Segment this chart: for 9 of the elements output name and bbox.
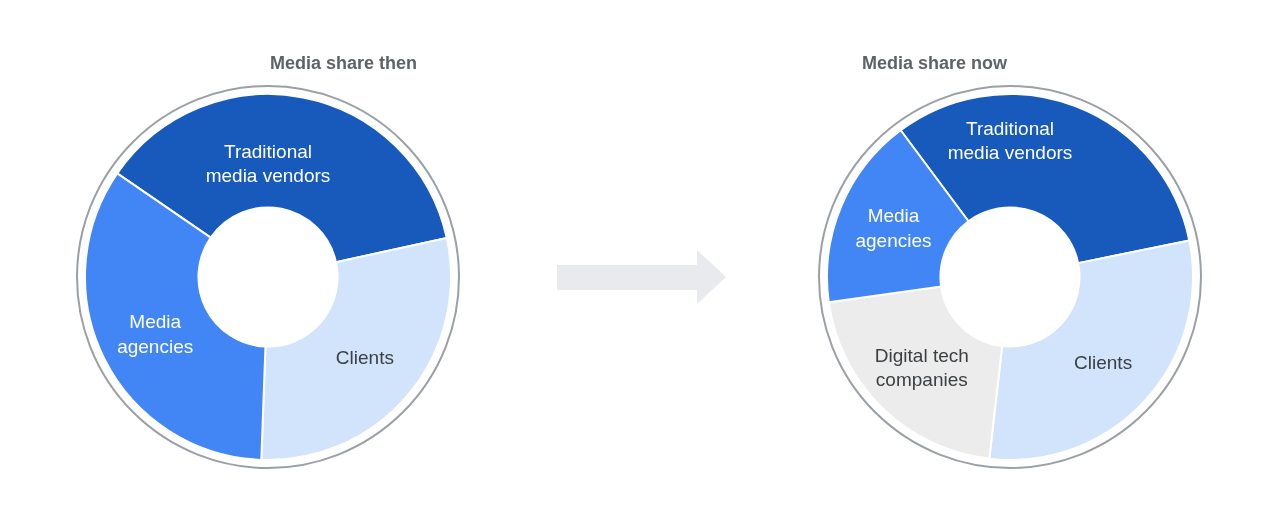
slice-label: Media agencies [855,205,932,252]
slice-label: Traditional media vendors [205,140,331,187]
chart-title: Media share now [862,53,1009,73]
slice-label: Clients [335,347,394,369]
chart-title: Media share then [270,53,418,73]
slice-label: Clients [1074,351,1133,373]
slice-label: Traditional media vendors [947,117,1073,164]
slice-label: Digital tech companies [874,344,969,391]
slice-label: Media agencies [117,310,194,357]
